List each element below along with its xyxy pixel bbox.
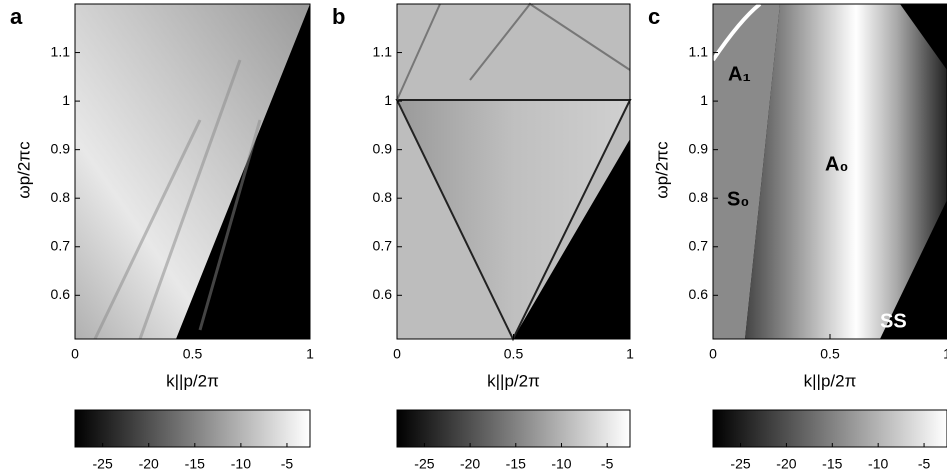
colorbar-tick-label: -10 [868, 456, 888, 472]
y-tick-label: 0.9 [689, 140, 709, 156]
heatmap-a [75, 4, 310, 340]
colorbar-tick-label: -25 [93, 456, 113, 472]
annotation: SS [880, 310, 907, 332]
colorbar-tick-label: -10 [551, 456, 571, 472]
y-tick-label: 1 [384, 92, 392, 108]
heatmap-b [395, 2, 632, 342]
x-tick-label: 0.5 [183, 346, 203, 362]
colorbar-tick-label: -15 [185, 456, 205, 472]
y-tick-label: 0.8 [689, 189, 709, 205]
heatmap-c [711, 2, 947, 339]
colorbar-tick-label: -10 [231, 456, 251, 472]
panel-label: c [648, 4, 660, 29]
colorbar-tick-label: -15 [822, 456, 842, 472]
colorbar-tick-label: -20 [139, 456, 159, 472]
annotation: S₀ [727, 188, 749, 210]
x-tick-label: 1 [943, 346, 947, 362]
x-tick-label: 0 [709, 346, 717, 362]
x-axis-label: k||p/2π [487, 371, 540, 390]
y-tick-label: 0.6 [373, 286, 393, 302]
y-tick-label: 0.9 [373, 140, 393, 156]
y-tick-label: 1.1 [51, 43, 71, 59]
x-axis-label: k||p/2π [166, 371, 219, 390]
x-tick-label: 1 [306, 346, 314, 362]
y-tick-label: 1 [62, 92, 70, 108]
x-tick-label: 0.5 [820, 346, 840, 362]
y-tick-label: 1.1 [689, 43, 709, 59]
y-tick-label: 0.8 [373, 189, 393, 205]
panel-label: a [10, 4, 23, 29]
y-tick-label: 0.7 [689, 237, 709, 253]
colorbar-tick-label: -25 [414, 456, 434, 472]
colorbar [712, 409, 947, 448]
colorbar [74, 409, 311, 448]
panel-label: b [332, 4, 345, 29]
annotation: A₁ [728, 63, 751, 85]
colorbar-tick-label: -20 [776, 456, 796, 472]
colorbar [396, 409, 631, 448]
colorbar-tick-label: -5 [918, 456, 931, 472]
y-tick-label: 0.6 [51, 286, 71, 302]
x-tick-label: 1 [626, 346, 634, 362]
colorbar-tick-label: -25 [730, 456, 750, 472]
y-tick-label: 0.9 [51, 140, 71, 156]
x-tick-label: 0 [71, 346, 79, 362]
annotation: A₀ [825, 153, 848, 175]
y-tick-label: 0.8 [51, 189, 71, 205]
y-tick-label: 0.7 [51, 237, 71, 253]
colorbar-tick-label: -20 [460, 456, 480, 472]
y-tick-label: 1.1 [373, 43, 393, 59]
y-tick-label: 0.7 [373, 237, 393, 253]
y-tick-label: 0.6 [689, 286, 709, 302]
y-tick-label: 1 [700, 92, 708, 108]
x-axis-label: k||p/2π [804, 371, 857, 390]
y-axis-label: ωp/2πc [14, 141, 33, 199]
x-tick-label: 0.5 [504, 346, 524, 362]
colorbar-tick-label: -15 [506, 456, 526, 472]
colorbar-tick-label: -5 [601, 456, 614, 472]
colorbar-tick-label: -5 [281, 456, 294, 472]
y-axis-label: ωp/2πc [652, 141, 671, 199]
x-tick-label: 0 [393, 346, 401, 362]
